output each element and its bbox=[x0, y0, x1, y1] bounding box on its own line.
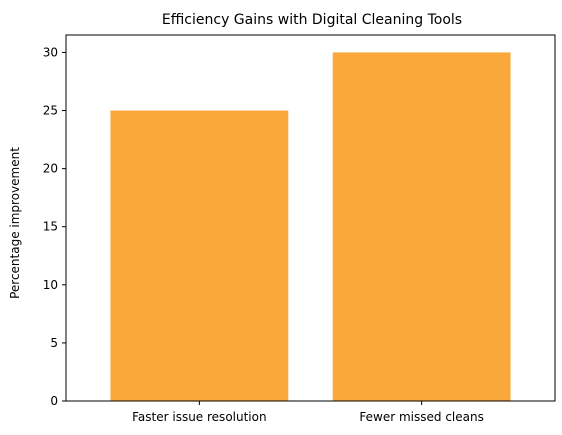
y-tick-label: 15 bbox=[43, 220, 58, 234]
x-tick-label: Fewer missed cleans bbox=[359, 410, 483, 424]
x-tick-label: Faster issue resolution bbox=[132, 410, 266, 424]
y-tick-label: 30 bbox=[43, 45, 58, 59]
plot-frame bbox=[65, 34, 556, 402]
y-axis-ticks: 0 5 10 15 20 25 30 bbox=[43, 45, 66, 408]
y-tick-label: 0 bbox=[50, 394, 58, 408]
y-tick-label: 20 bbox=[43, 162, 58, 176]
y-tick-label: 5 bbox=[50, 336, 58, 350]
bar-0 bbox=[110, 110, 289, 402]
chart-title: Efficiency Gains with Digital Cleaning T… bbox=[162, 12, 462, 28]
y-tick-label: 25 bbox=[43, 104, 58, 118]
y-axis-label: Percentage improvement bbox=[8, 147, 22, 299]
bars-group bbox=[110, 52, 511, 402]
plot-area-border bbox=[65, 34, 556, 402]
bar-1 bbox=[332, 52, 511, 402]
x-axis-ticks: Faster issue resolution Fewer missed clea… bbox=[132, 401, 484, 424]
y-tick-label: 10 bbox=[43, 278, 58, 292]
